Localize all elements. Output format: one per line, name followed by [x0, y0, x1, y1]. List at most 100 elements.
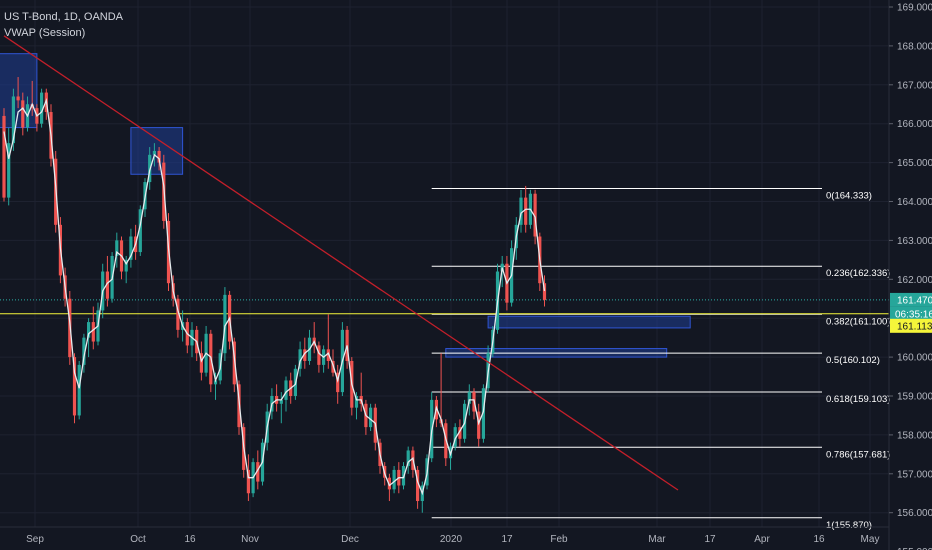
- countdown-label: 06:35:16: [895, 309, 932, 320]
- time-tick-label: 2020: [440, 534, 463, 545]
- symbol-title[interactable]: US T-Bond, 1D, OANDA: [4, 11, 124, 23]
- price-tick-label: 166.000: [897, 119, 932, 130]
- price-tick-label: 158.000: [897, 430, 932, 441]
- candle-body: [477, 411, 481, 439]
- candle-body: [317, 345, 321, 365]
- candle-body: [176, 298, 180, 330]
- candle-body: [82, 337, 86, 365]
- candle-body: [279, 399, 283, 404]
- time-tick-label: Nov: [241, 534, 259, 545]
- price-tick-label: 167.000: [897, 80, 932, 91]
- fib-level-label: 0.382(161.100): [826, 316, 890, 327]
- price-tick-label: 157.000: [897, 469, 932, 480]
- trendline[interactable]: [3, 35, 679, 491]
- candle-body: [115, 240, 119, 256]
- candle-body: [157, 150, 161, 163]
- price-zone: [487, 315, 691, 329]
- candle-body: [533, 193, 537, 237]
- candle-body: [246, 469, 250, 494]
- candle-body: [199, 353, 203, 373]
- candle-body: [40, 92, 44, 124]
- candle-body: [30, 104, 34, 109]
- candle-body: [369, 407, 373, 428]
- candle-body: [223, 294, 227, 354]
- price-tick-label: 156.000: [897, 508, 932, 519]
- yellow-price-label-bg: [890, 318, 932, 333]
- horizontal-lines: [0, 299, 889, 315]
- candle-body: [213, 380, 218, 385]
- fib-level-label: 0.236(162.336): [826, 268, 890, 279]
- candle-body: [7, 143, 11, 198]
- last-price-label: 161.470: [897, 295, 932, 306]
- time-tick-label: Apr: [754, 534, 770, 545]
- candle-body: [2, 115, 6, 198]
- candle-body: [91, 322, 95, 342]
- price-tick-label: 160.000: [897, 353, 932, 364]
- candle-body: [303, 349, 307, 361]
- time-tick-label: 16: [813, 534, 825, 545]
- last-price-label-bg: [890, 292, 932, 307]
- candle-body: [519, 197, 523, 225]
- candle-body: [105, 271, 109, 299]
- time-tick-label: 17: [501, 534, 513, 545]
- candle-body: [152, 150, 156, 155]
- chart-legend: US T-Bond, 1D, OANDA VWAP (Session): [4, 9, 123, 41]
- candle-body: [524, 197, 528, 225]
- time-tick-label: 17: [704, 534, 716, 545]
- price-tick-label: 164.000: [897, 197, 932, 208]
- time-tick-label: Oct: [130, 534, 146, 545]
- price-tick-label: 155.000: [897, 547, 932, 550]
- fib-level-label: 0.786(157.681): [826, 449, 890, 460]
- candle-body: [298, 349, 302, 369]
- candle-body: [16, 96, 20, 101]
- candle-body: [129, 236, 133, 260]
- time-tick-label: Dec: [341, 534, 359, 545]
- candle-body: [138, 209, 142, 253]
- time-tick-label: May: [861, 534, 880, 545]
- candle-body: [542, 283, 547, 300]
- time-tick-label: Feb: [550, 534, 568, 545]
- price-tick-label: 162.000: [897, 275, 932, 286]
- time-tick-label: Sep: [26, 534, 44, 545]
- candle-body: [467, 392, 471, 404]
- candle-body: [72, 357, 77, 416]
- candle-body: [87, 322, 91, 338]
- fib-level-label: 1(155.870): [826, 520, 872, 531]
- candle-body: [21, 100, 25, 128]
- time-axis[interactable]: Sep Oct 16 Nov Dec 2020 17 Feb Mar 17 Apr 16 May: [26, 534, 879, 545]
- vwap-line: [3, 97, 546, 496]
- candle-body: [284, 380, 288, 400]
- indicator-title[interactable]: VWAP (Session): [4, 27, 86, 39]
- countdown-label-bg: [890, 306, 932, 321]
- price-tick-label: 168.000: [897, 41, 932, 52]
- candle-body: [11, 96, 15, 144]
- time-tick-label: Mar: [648, 534, 666, 545]
- trendline-segment: [3, 35, 679, 491]
- fib-level-label: 0.618(159.103): [826, 394, 890, 405]
- fib-level-label: 0.5(160.102): [826, 355, 880, 366]
- candle-body: [326, 349, 330, 361]
- vwap-series: [3, 97, 546, 496]
- time-tick-label: 16: [184, 534, 196, 545]
- price-tick-label: 159.000: [897, 392, 932, 403]
- chart-grid: [0, 0, 889, 527]
- price-tick-label: 165.000: [897, 158, 932, 169]
- candle-body: [354, 396, 359, 408]
- price-tick-label: 163.000: [897, 236, 932, 247]
- price-tick-label: 169.000: [897, 3, 932, 14]
- candle-body: [77, 364, 81, 416]
- candle-body: [453, 427, 457, 447]
- fib-level-label: 0(164.333): [826, 191, 872, 202]
- candle-body: [124, 259, 128, 272]
- yellow-price-label: 161.113: [897, 321, 932, 332]
- fib-retracement[interactable]: 0(164.333) 0.236(162.336) 0.382(161.100) 0.…: [431, 188, 891, 531]
- candle-body: [387, 477, 391, 490]
- candle-body: [458, 427, 462, 439]
- candle-body: [392, 469, 396, 490]
- candle-body: [416, 469, 420, 502]
- candle-body: [481, 388, 485, 439]
- candle-body: [256, 462, 260, 482]
